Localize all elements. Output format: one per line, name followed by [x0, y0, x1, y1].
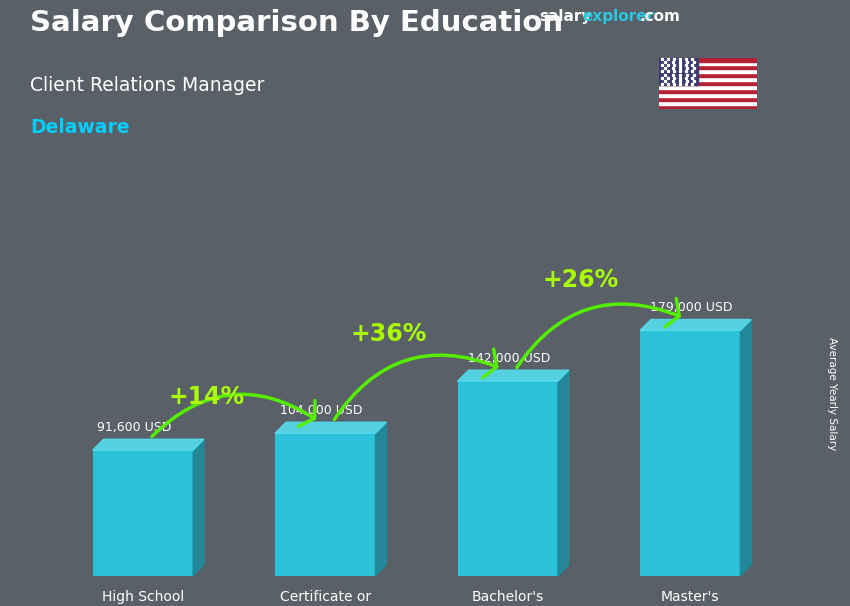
Polygon shape [275, 422, 387, 433]
Bar [659, 73, 756, 78]
Text: 91,600 USD: 91,600 USD [97, 421, 172, 434]
Bar [659, 81, 756, 85]
Text: Delaware: Delaware [30, 118, 129, 137]
Polygon shape [457, 370, 569, 381]
Bar [659, 70, 756, 73]
Bar [659, 101, 756, 105]
Bar [659, 105, 756, 109]
Bar [659, 62, 756, 65]
Bar [659, 78, 756, 81]
Polygon shape [740, 319, 751, 576]
Polygon shape [93, 439, 204, 450]
Bar [659, 58, 756, 62]
Text: explorer: explorer [582, 9, 654, 24]
Polygon shape [558, 370, 569, 576]
Bar [659, 97, 756, 101]
Bar [659, 89, 756, 93]
Polygon shape [193, 439, 204, 576]
Bar [659, 93, 756, 97]
Polygon shape [640, 319, 751, 330]
Bar [275, 433, 376, 576]
Text: +36%: +36% [351, 322, 428, 345]
Polygon shape [376, 422, 387, 576]
Text: salary: salary [540, 9, 592, 24]
Bar [659, 58, 698, 85]
Bar [640, 330, 740, 576]
Text: Average Yearly Salary: Average Yearly Salary [827, 338, 837, 450]
Text: Client Relations Manager: Client Relations Manager [30, 76, 264, 95]
Text: +14%: +14% [168, 385, 245, 408]
Bar [457, 381, 558, 576]
Text: +26%: +26% [542, 268, 619, 292]
Bar [659, 85, 756, 89]
Text: Salary Comparison By Education: Salary Comparison By Education [30, 9, 563, 37]
Bar [659, 65, 756, 70]
Text: 142,000 USD: 142,000 USD [468, 351, 550, 365]
Text: 179,000 USD: 179,000 USD [650, 301, 733, 314]
Text: 104,000 USD: 104,000 USD [280, 404, 362, 417]
Text: .com: .com [639, 9, 680, 24]
Bar [93, 450, 193, 576]
